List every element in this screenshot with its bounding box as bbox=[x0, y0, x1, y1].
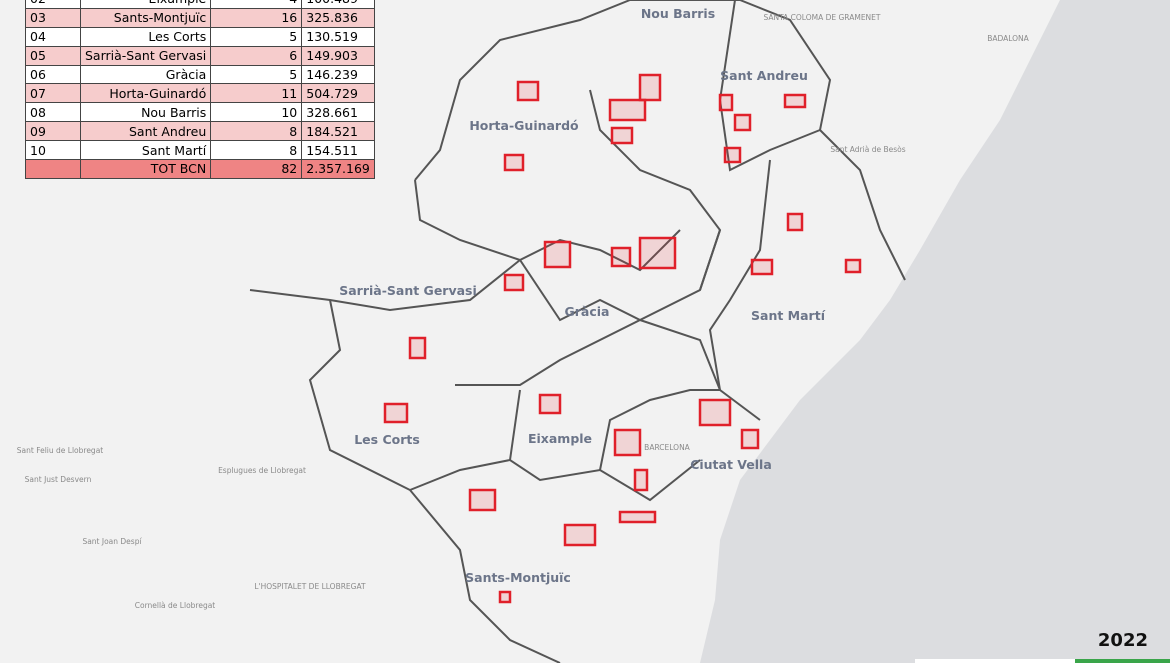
table-row: 03 Sants-Montjuïc 16 325.836 bbox=[25, 7, 375, 28]
table-cell: 11 bbox=[210, 83, 303, 104]
table-cell: 154.511 bbox=[301, 140, 375, 161]
year: 2022 bbox=[1097, 630, 1148, 651]
table-cell: 04 bbox=[25, 26, 81, 47]
district-label: Gràcia bbox=[565, 304, 610, 319]
town-label: Sant Joan Despí bbox=[82, 537, 142, 546]
areas bbox=[383, 73, 862, 604]
town-label: BADALONA bbox=[987, 34, 1029, 43]
table-cell: 02 bbox=[25, 0, 81, 9]
progress-track bbox=[915, 659, 1075, 663]
town-label: Sant Feliu de Llobregat bbox=[17, 446, 104, 455]
table-cell: Nou Barris bbox=[79, 102, 212, 123]
table-row: 05 Sarrià-Sant Gervasi 6 149.903 bbox=[25, 45, 375, 66]
table-row: 10 Sant Martí 8 154.511 bbox=[25, 140, 375, 161]
town-label: Sant Just Desvern bbox=[25, 475, 92, 484]
town-label: SANTA COLOMA DE GRAMENET bbox=[764, 13, 881, 22]
district-label: Sant Andreu bbox=[720, 68, 808, 83]
table-cell: 07 bbox=[25, 83, 81, 104]
town-label: BARCELONA bbox=[644, 443, 691, 452]
table-row: TOT BCN 82 2.357.169 bbox=[25, 159, 375, 179]
table-row: 06 Gràcia 5 146.239 bbox=[25, 64, 375, 85]
town-label: Sant Adrià de Besòs bbox=[830, 145, 905, 154]
table-cell: 149.903 bbox=[301, 45, 375, 66]
town-label: L'HOSPITALET DE LLOBREGAT bbox=[254, 582, 366, 591]
district-label: Les Corts bbox=[354, 432, 420, 447]
table-row: 04 Les Corts 5 130.519 bbox=[25, 26, 375, 47]
table-cell: 10 bbox=[25, 140, 81, 161]
table-cell: 130.519 bbox=[301, 26, 375, 47]
district-label: Sarrià-Sant Gervasi bbox=[339, 283, 477, 298]
progress-bar bbox=[1075, 659, 1170, 663]
table-cell: 06 bbox=[25, 64, 81, 85]
table-cell: 05 bbox=[25, 45, 81, 66]
district-label: Nou Barris bbox=[641, 6, 715, 21]
table-cell: Sants-Montjuïc bbox=[79, 7, 212, 28]
table-cell: 5 bbox=[210, 26, 303, 47]
table-cell: Sant Andreu bbox=[79, 121, 212, 142]
town-label: Esplugues de Llobregat bbox=[218, 466, 306, 475]
table-cell: 146.239 bbox=[301, 64, 375, 85]
table-cell: 325.836 bbox=[301, 7, 375, 28]
table-cell: 100.489 bbox=[301, 0, 375, 9]
district-label: Sants-Montjuïc bbox=[465, 570, 571, 585]
table-cell bbox=[25, 159, 81, 179]
table-cell: 03 bbox=[25, 7, 81, 28]
district-label: Eixample bbox=[528, 431, 592, 446]
sea bbox=[700, 0, 1170, 663]
table-cell: Sant Martí bbox=[79, 140, 212, 161]
table-cell: Les Corts bbox=[79, 26, 212, 47]
table-cell: 16 bbox=[210, 7, 303, 28]
town-label: Cornellà de Llobregat bbox=[135, 601, 216, 610]
table-row: 07 Horta-Guinardó 11 504.729 bbox=[25, 83, 375, 104]
table-cell: 8 bbox=[210, 121, 303, 142]
table-cell: 08 bbox=[25, 102, 81, 123]
table-cell: 8 bbox=[210, 140, 303, 161]
table-cell: 4 bbox=[210, 0, 303, 9]
table-cell: 504.729 bbox=[301, 83, 375, 104]
table-cell: Eixample bbox=[79, 0, 212, 9]
table-cell: Horta-Guinardó bbox=[79, 83, 212, 104]
district-borders bbox=[249, 0, 906, 663]
district-label: Horta-Guinardó bbox=[469, 118, 579, 133]
table-cell: 82 bbox=[210, 159, 303, 179]
table-cell: 6 bbox=[210, 45, 303, 66]
table-cell: TOT BCN bbox=[79, 159, 212, 179]
table-cell: 09 bbox=[25, 121, 81, 142]
table-cell: 2.357.169 bbox=[301, 159, 375, 179]
table-cell: 184.521 bbox=[301, 121, 375, 142]
district-table: 02Eixample4100.48903Sants-Montjuïc16325.… bbox=[25, 0, 375, 179]
table-row: 08 Nou Barris 10 328.661 bbox=[25, 102, 375, 123]
district-label: Sant Martí bbox=[751, 308, 826, 323]
table-row: 09 Sant Andreu 8 184.521 bbox=[25, 121, 375, 142]
table-cell: Sarrià-Sant Gervasi bbox=[79, 45, 212, 66]
table-cell: Gràcia bbox=[79, 64, 212, 85]
table-row: 02Eixample4100.489 bbox=[25, 0, 375, 9]
table-cell: 10 bbox=[210, 102, 303, 123]
table-cell: 5 bbox=[210, 64, 303, 85]
district-label: Ciutat Vella bbox=[690, 457, 772, 472]
table-cell: 328.661 bbox=[301, 102, 375, 123]
